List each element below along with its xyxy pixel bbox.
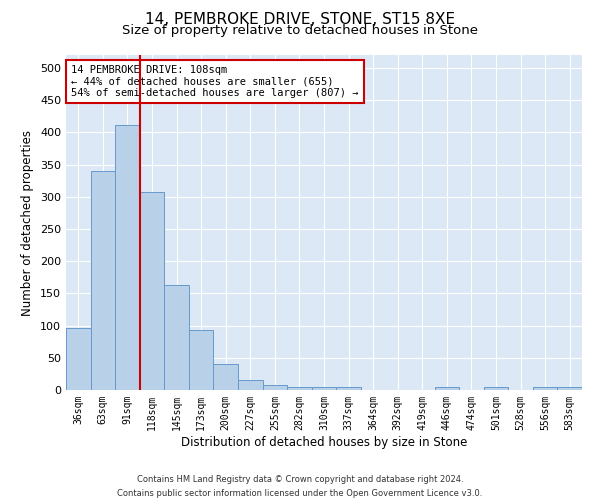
Bar [91,171,115,390]
Text: 14 PEMBROKE DRIVE: 108sqm
← 44% of detached houses are smaller (655)
54% of semi: 14 PEMBROKE DRIVE: 108sqm ← 44% of detac… [71,65,359,98]
Bar [557,387,582,390]
Text: Contains HM Land Registry data © Crown copyright and database right 2024.
Contai: Contains HM Land Registry data © Crown c… [118,476,482,498]
Bar [238,380,263,390]
Bar [140,192,164,390]
Y-axis label: Number of detached properties: Number of detached properties [22,130,34,316]
Bar [189,330,214,390]
Bar [312,387,336,390]
Bar [214,364,238,390]
Bar [115,124,140,390]
Bar [484,387,508,390]
Text: Size of property relative to detached houses in Stone: Size of property relative to detached ho… [122,24,478,37]
X-axis label: Distribution of detached houses by size in Stone: Distribution of detached houses by size … [181,436,467,448]
Text: 14, PEMBROKE DRIVE, STONE, ST15 8XE: 14, PEMBROKE DRIVE, STONE, ST15 8XE [145,12,455,28]
Bar [434,387,459,390]
Bar [533,387,557,390]
Bar [336,387,361,390]
Bar [263,385,287,390]
Bar [164,285,189,390]
Bar [66,328,91,390]
Bar [287,387,312,390]
